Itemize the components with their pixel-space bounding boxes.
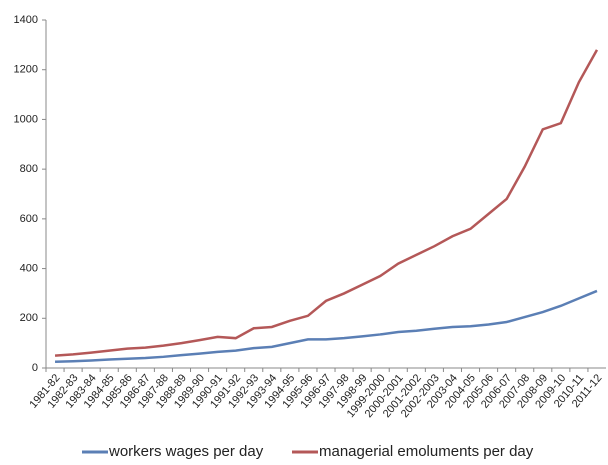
series-line: [54, 49, 599, 357]
legend-label: workers wages per day: [108, 443, 264, 460]
y-tick-label: 200: [20, 312, 38, 324]
y-tick-label: 0: [32, 362, 38, 374]
y-tick-label: 1400: [14, 14, 38, 26]
legend-label: managerial emoluments per day: [319, 443, 534, 460]
y-tick-label: 800: [20, 163, 38, 175]
y-tick-label: 1000: [14, 113, 38, 125]
y-tick-label: 600: [20, 213, 38, 225]
series-line: [54, 289, 598, 364]
y-tick-label: 1200: [14, 64, 38, 76]
y-tick-label: 400: [20, 262, 38, 274]
